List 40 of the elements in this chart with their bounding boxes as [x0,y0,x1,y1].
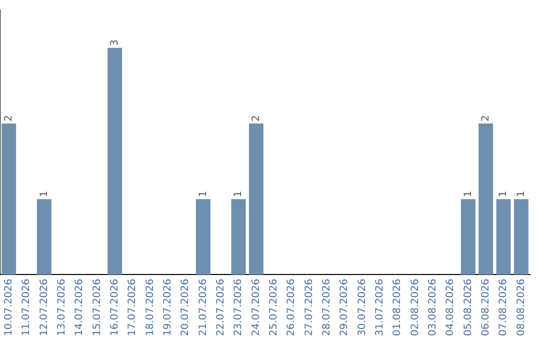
x-tick-label: 03.08.2026 [427,278,438,336]
data-label: 3 [109,39,120,46]
x-tick-label: 04.08.2026 [445,278,456,336]
data-label: 1 [462,190,474,198]
x-tick-label: 21.07.2026 [198,278,209,336]
data-label: 1 [233,190,244,198]
data-label: 2 [480,115,492,122]
x-tick-label: 31.07.2026 [374,278,386,336]
x-tick-label: 28.07.2026 [321,278,332,336]
x-tick-label: 13.07.2026 [56,278,68,336]
x-tick-label: 22.07.2026 [215,278,226,336]
x-tick-label: 17.07.2026 [127,278,138,336]
data-label: 2 [3,115,14,122]
x-tick-label: 01.08.2026 [392,278,404,336]
data-label: 1 [516,190,527,198]
x-tick-label: 24.07.2026 [250,278,262,336]
data-label: 1 [38,190,50,198]
x-tick-label: 02.08.2026 [410,278,421,336]
data-label: 2 [250,115,262,122]
x-tick-label: 19.07.2026 [162,278,174,336]
x-tick-label: 26.07.2026 [286,278,298,336]
x-tick-label: 15.07.2026 [92,278,103,336]
data-label: 1 [498,190,510,198]
x-tick-label: 11.07.2026 [21,278,32,336]
x-tick-label: 25.07.2026 [268,278,280,336]
x-tick-label: 23.07.2026 [233,278,244,336]
x-tick-label: 27.07.2026 [304,278,315,336]
x-tick-label: 08.08.2026 [516,278,527,336]
data-label: 1 [198,190,209,198]
x-tick-label: 07.08.2026 [498,278,510,336]
x-tick-label: 14.07.2026 [74,278,86,336]
x-tick-label: 05.08.2026 [462,278,474,336]
x-tick-label: 16.07.2026 [109,278,120,336]
x-tick-label: 10.07.2026 [3,278,14,336]
x-tick-label: 29.07.2026 [339,278,350,336]
x-tick-label: 30.07.2026 [356,278,368,336]
x-tick-label: 12.07.2026 [38,278,50,336]
x-tick-label: 18.07.2026 [144,278,156,336]
x-tick-label: 20.07.2026 [180,278,192,336]
x-tick-label: 06.08.2026 [480,278,492,336]
